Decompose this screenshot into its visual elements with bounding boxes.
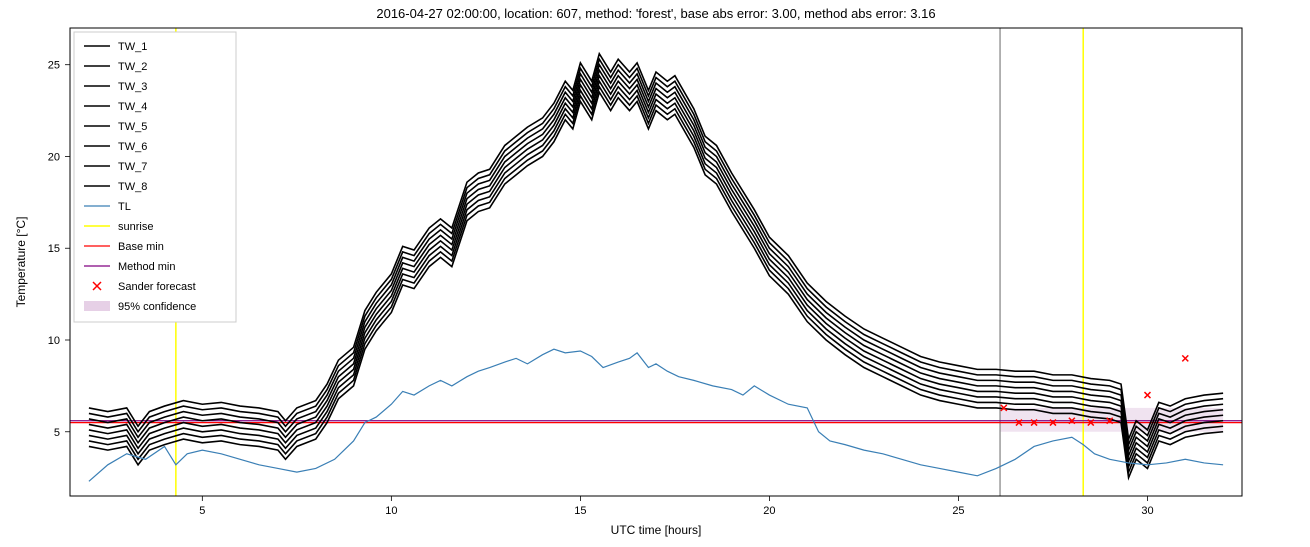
legend-item-label: TW_6 (118, 141, 147, 153)
legend-item-label: TL (118, 201, 131, 213)
legend-item-label: TW_8 (118, 181, 147, 193)
svg-text:30: 30 (1141, 505, 1153, 517)
svg-text:25: 25 (952, 505, 964, 517)
legend-item-label: TW_5 (118, 121, 147, 133)
svg-text:5: 5 (199, 505, 205, 517)
legend-item-label: TW_7 (118, 161, 147, 173)
svg-text:20: 20 (763, 505, 775, 517)
x-axis-label: UTC time [hours] (611, 523, 702, 537)
chart-svg: 5 10 15 20 25 30 5 10 15 20 25 UTC time [hours] Temp… (0, 0, 1310, 547)
chart-title: 2016-04-27 02:00:00, location: 607, meth… (376, 6, 935, 21)
svg-text:15: 15 (48, 243, 60, 255)
svg-text:15: 15 (574, 505, 586, 517)
svg-text:20: 20 (48, 151, 60, 163)
legend-item-label: TW_1 (118, 41, 147, 53)
legend-item-label: TW_3 (118, 81, 147, 93)
legend-item-label: Sander forecast (118, 281, 196, 293)
legend-item-label: TW_4 (118, 101, 147, 113)
svg-text:10: 10 (385, 505, 397, 517)
y-axis-label: Temperature [°C] (14, 217, 28, 308)
legend-item-label: Method min (118, 261, 175, 273)
legend-item-label: Base min (118, 241, 164, 253)
legend-item-label: sunrise (118, 221, 153, 233)
legend-item-label: 95% confidence (118, 301, 196, 313)
svg-text:5: 5 (54, 427, 60, 439)
legend: TW_1 TW_2 TW_3 TW_4 TW_5 TW_6 TW_7 TW_8 TL sunris… (74, 32, 236, 322)
svg-text:25: 25 (48, 60, 60, 72)
svg-text:10: 10 (48, 335, 60, 347)
legend-item-label: TW_2 (118, 61, 147, 73)
chart-container: 5 10 15 20 25 30 5 10 15 20 25 UTC time [hours] Temp… (0, 0, 1310, 547)
